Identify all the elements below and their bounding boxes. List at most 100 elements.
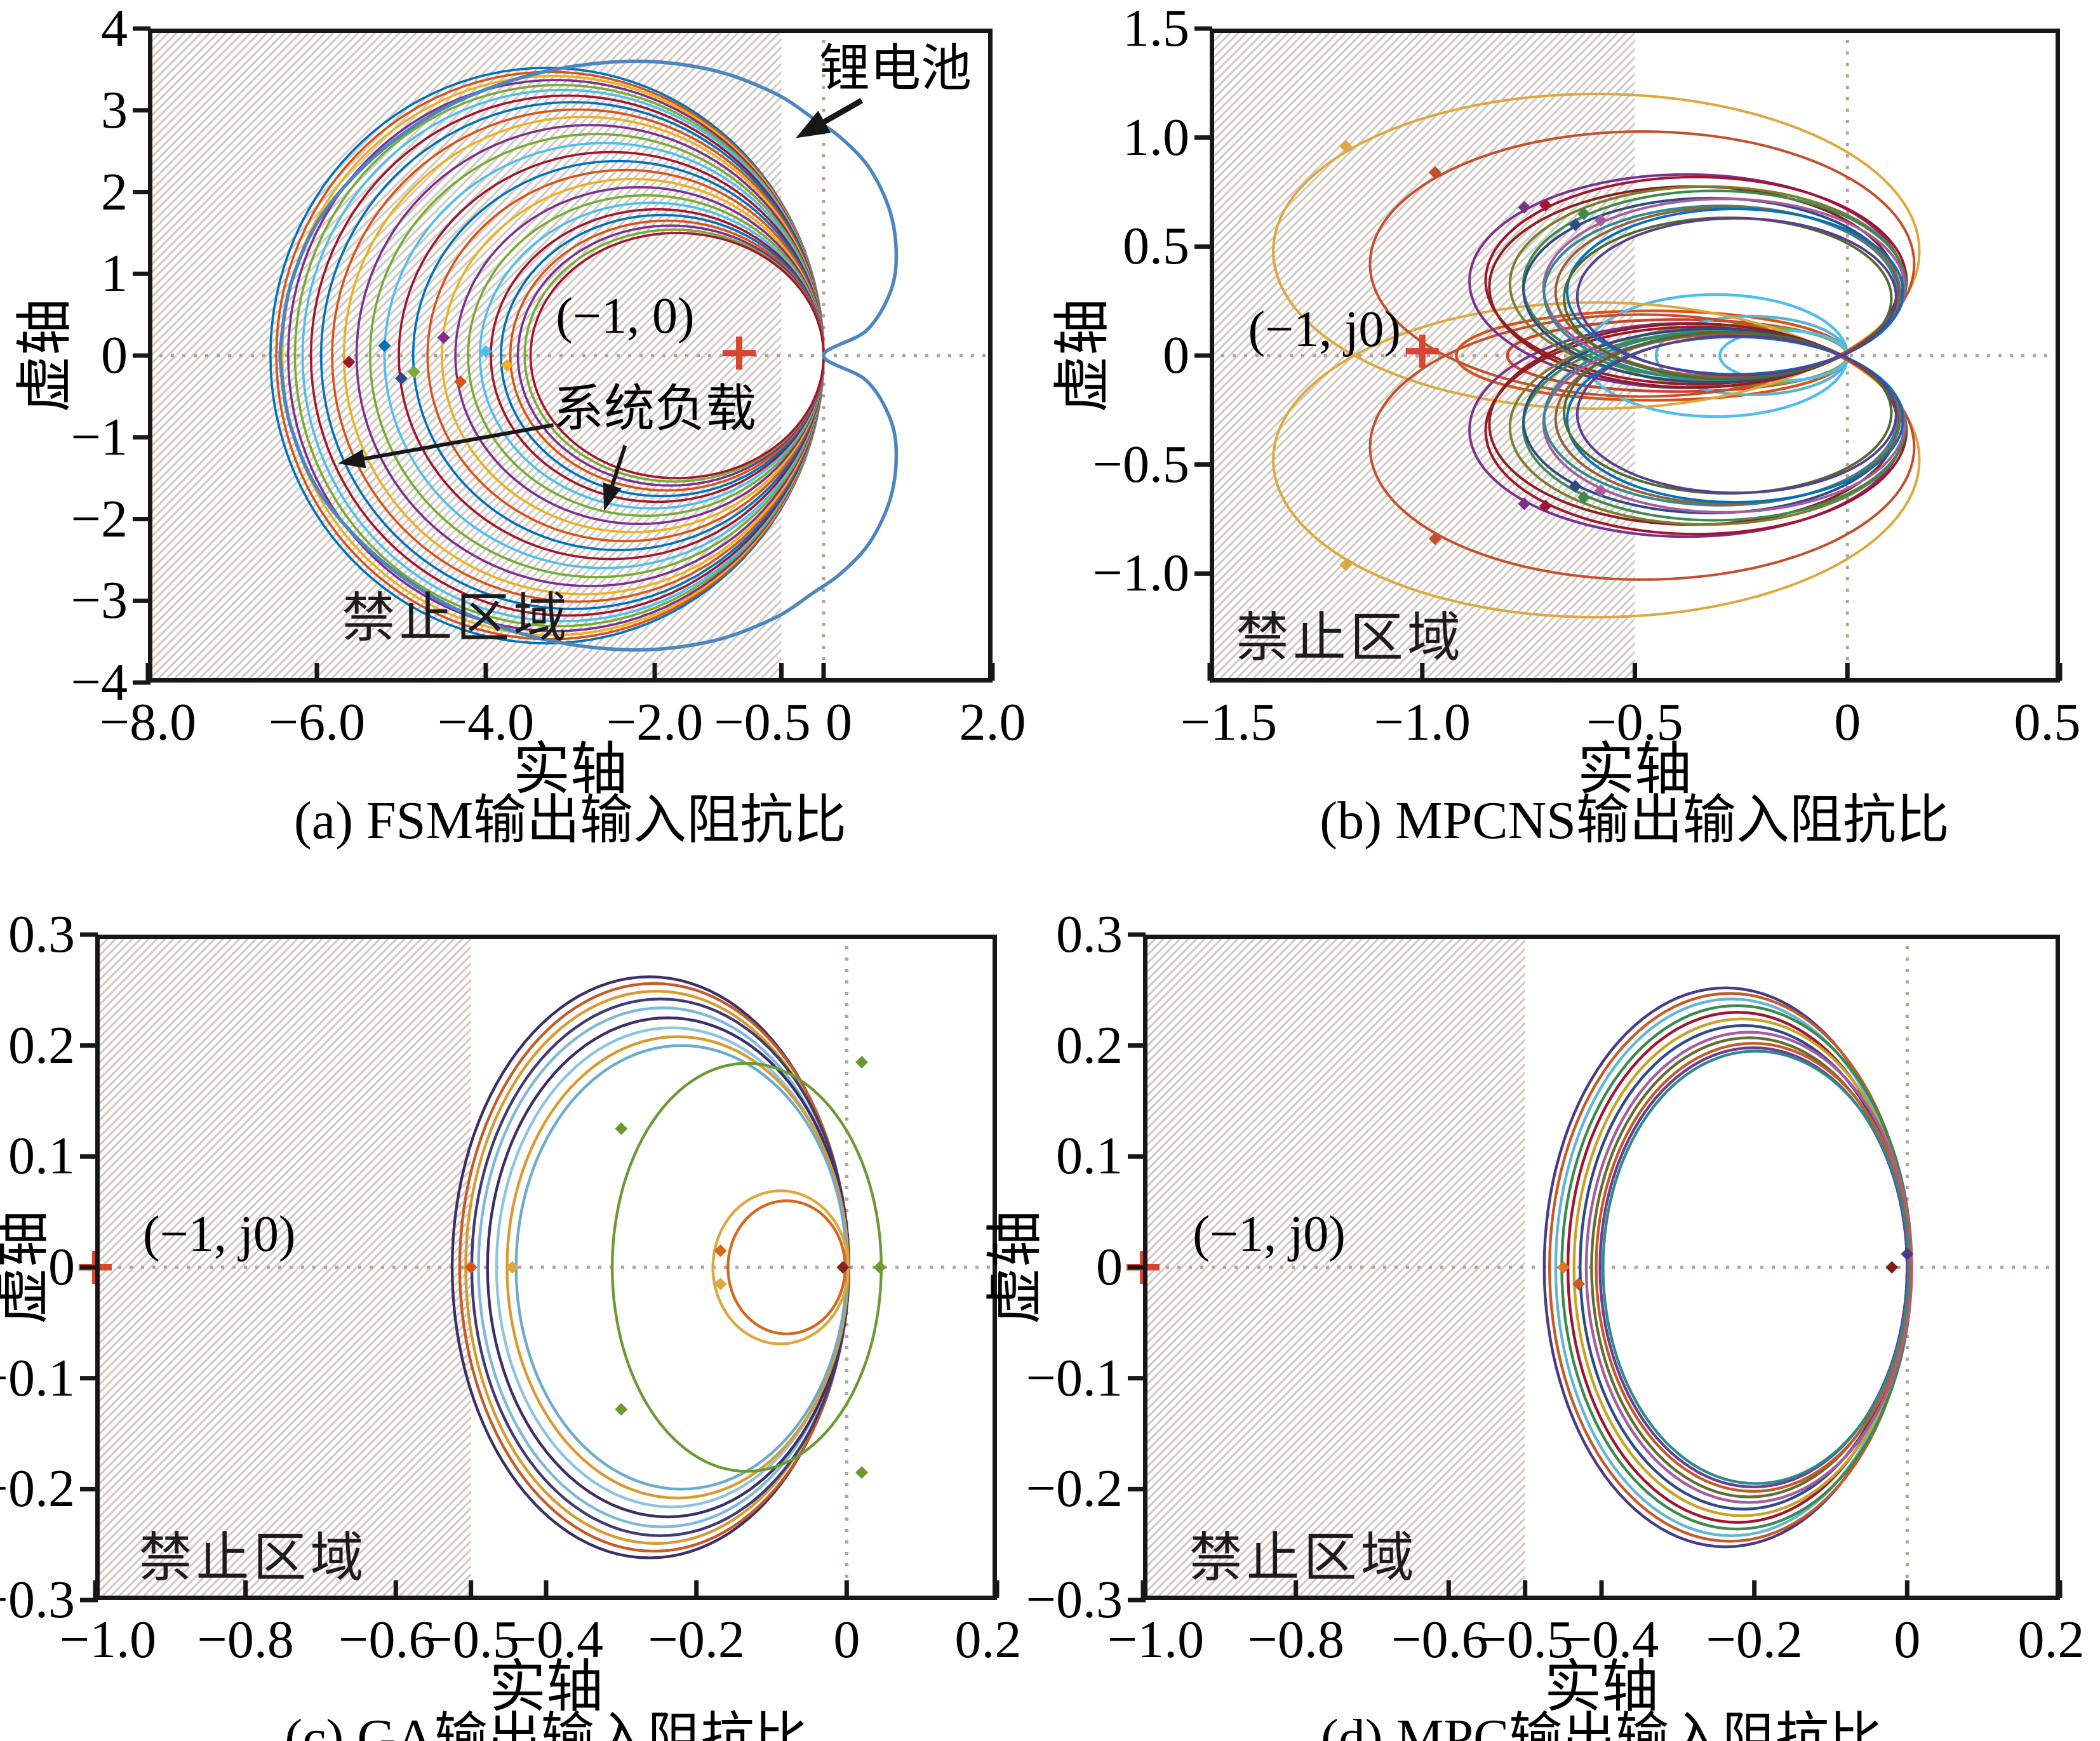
x-tick-label: −0.2 — [1706, 1610, 1803, 1669]
nyquist-curve — [293, 84, 825, 627]
x-tick-label: −0.2 — [648, 1610, 745, 1669]
x-tick-label: −0.5 — [422, 1610, 519, 1669]
annotation-battery-label: 锂电池 — [819, 41, 972, 98]
curve-marker — [1339, 140, 1353, 153]
nyquist-curve — [1272, 92, 1921, 410]
nyquist-curve — [1602, 1050, 1910, 1485]
y-tick-label: 0.1 — [1056, 1126, 1123, 1186]
plot-canvas-a — [133, 26, 995, 685]
curve-marker — [1572, 1277, 1585, 1291]
y-tick-label: 0 — [101, 326, 128, 385]
curve-marker — [1428, 166, 1441, 179]
nyquist-curve — [1718, 329, 1849, 382]
x-tick-label: −0.5 — [1476, 1610, 1574, 1669]
annotation-critical-label: (−1, 0) — [556, 288, 695, 345]
caption-d: (d) MPC输出输入阻抗比 — [1320, 1709, 1883, 1741]
forbidden-region — [1143, 935, 1525, 1600]
curve-marker — [342, 356, 356, 369]
x-tick-label: −2.0 — [606, 693, 704, 752]
nyquist-curve — [342, 116, 825, 596]
nyquist-curve — [441, 178, 825, 533]
curve-marker — [1568, 218, 1582, 231]
x-tick-label: −0.4 — [506, 1610, 604, 1669]
battery-curve — [278, 59, 899, 652]
curve-marker — [1339, 558, 1353, 571]
x-tick-label: −0.8 — [1247, 1610, 1344, 1669]
curve-marker — [1577, 207, 1591, 220]
caption-a: (a) FSM输出输入阻抗比 — [293, 791, 847, 850]
y-tick-label: −0.1 — [1026, 1348, 1123, 1408]
x-tick-label: 0.5 — [2014, 693, 2081, 752]
curve-marker — [855, 1055, 868, 1069]
curve-marker — [714, 1277, 727, 1291]
nyquist-curve — [331, 108, 825, 603]
x-tick-label: 0 — [826, 693, 852, 752]
curve-marker — [1901, 1248, 1914, 1261]
curve-marker — [407, 365, 420, 378]
nyquist-curve — [610, 1062, 883, 1473]
curve-marker — [1428, 532, 1441, 545]
x-tick-label: 0.2 — [954, 1610, 1022, 1669]
annotation-critical-label: (−1, j0) — [142, 1206, 296, 1262]
y-tick-label: 0.5 — [1123, 217, 1189, 276]
curve-marker — [615, 1403, 628, 1416]
nyquist-curve — [1548, 992, 1912, 1543]
forbidden-region-label: 禁止区域 — [138, 1529, 368, 1589]
y-tick-label: 3 — [101, 80, 128, 140]
nyquist-curve — [454, 186, 825, 525]
nyquist-curve — [470, 997, 851, 1537]
caption-b: (b) MPCNS输出输入阻抗比 — [1320, 791, 1950, 850]
y-tick-label: 0 — [48, 1237, 75, 1297]
y-tick-label: 1.5 — [1123, 0, 1189, 58]
nyquist-curve — [1563, 331, 1893, 495]
nyquist-curve — [1572, 1017, 1912, 1518]
curve-marker — [1594, 484, 1607, 497]
y-tick-label: 1 — [101, 244, 128, 304]
y-tick-label: 0 — [1163, 326, 1189, 385]
nyquist-curve — [478, 201, 825, 510]
x-tick-label: −0.4 — [1562, 1610, 1659, 1669]
curve-marker — [836, 1261, 850, 1274]
x-tick-label: −0.5 — [714, 693, 811, 752]
y-tick-label: 0.2 — [8, 1015, 75, 1075]
y-tick-label: 0.3 — [1056, 905, 1123, 964]
annotation-load-label: 系统负载 — [553, 381, 756, 437]
curve-marker — [479, 345, 492, 358]
curve-marker — [1539, 199, 1552, 212]
plot-canvas-d — [1127, 932, 2063, 1603]
curve-marker — [714, 1244, 727, 1257]
curve-marker — [378, 339, 391, 352]
nyquist-curve — [726, 1199, 847, 1335]
nyquist-curve — [426, 168, 825, 543]
critical-point-marker — [1405, 335, 1439, 368]
nyquist-curve — [275, 70, 825, 641]
caption-c: (c) GA输出输入阻抗比 — [284, 1709, 808, 1741]
curve-marker — [1885, 1261, 1899, 1274]
x-tick-label: −1.0 — [1374, 693, 1471, 752]
nyquist-curve — [369, 133, 825, 578]
nyquist-curve — [355, 124, 825, 587]
nyquist-curve — [287, 79, 825, 632]
nyquist-curve — [309, 94, 825, 617]
annotation-arrow-head — [603, 483, 622, 511]
x-tick-label: −0.5 — [1586, 693, 1683, 752]
nyquist-curve — [516, 224, 825, 487]
curve-marker — [395, 372, 408, 385]
y-tick-label: −2 — [70, 489, 128, 549]
y-tick-label: 1.0 — [1123, 107, 1189, 167]
nyquist-curve — [458, 982, 850, 1553]
curve-marker — [464, 1261, 478, 1274]
y-tick-label: −4 — [70, 653, 128, 712]
nyquist-curve — [529, 232, 825, 479]
curve-marker — [454, 375, 467, 389]
y-tick-label: 0.1 — [8, 1126, 75, 1186]
nyquist-curve — [505, 1035, 850, 1500]
forbidden-region-label: 禁止区域 — [342, 589, 571, 648]
x-tick-label: −1.0 — [59, 1610, 157, 1669]
nyquist-curve — [1563, 217, 1893, 380]
nyquist-curve — [269, 67, 825, 644]
nyquist-curve — [490, 208, 825, 504]
y-tick-label: 0.3 — [8, 905, 75, 964]
nyquist-curve — [398, 150, 825, 561]
x-tick-label: −6.0 — [268, 693, 366, 752]
